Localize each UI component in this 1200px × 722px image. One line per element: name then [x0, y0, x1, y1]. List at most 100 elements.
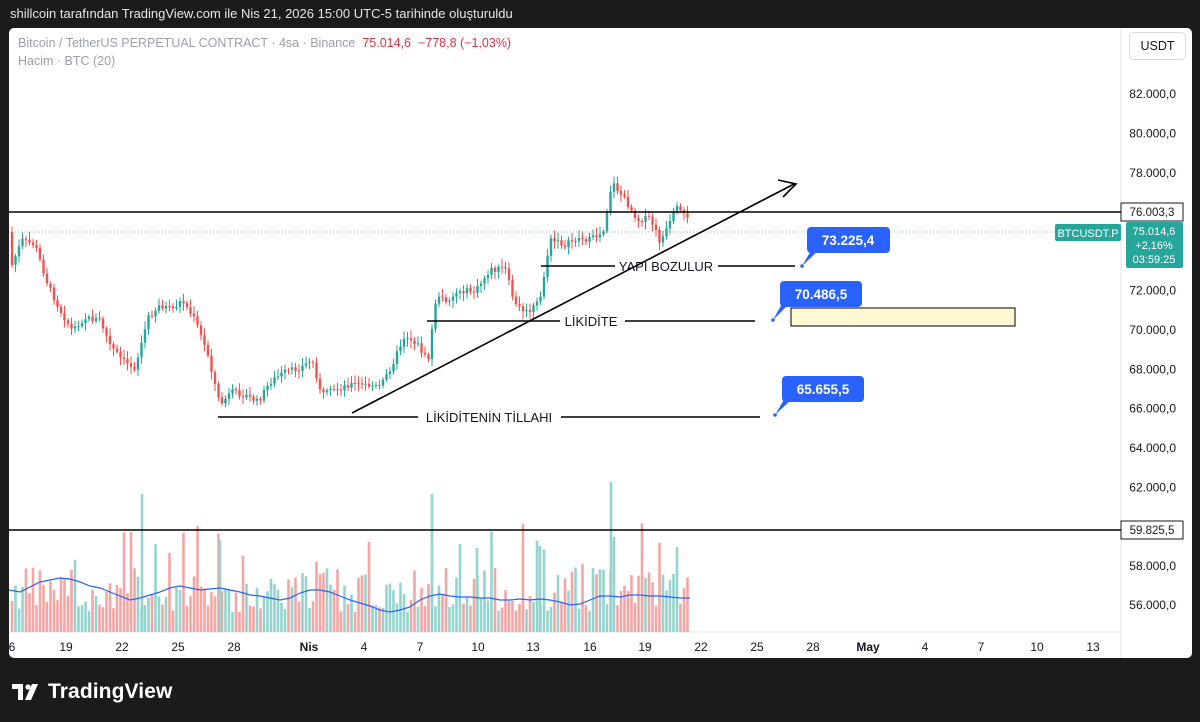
- candle-body: [189, 307, 192, 314]
- volume-bar: [378, 607, 381, 632]
- volume-bar: [686, 577, 689, 632]
- candle-body: [378, 384, 381, 386]
- candle-body: [332, 389, 336, 391]
- volume-bar: [465, 596, 469, 632]
- volume-legend[interactable]: Hacim · BTC (20): [18, 54, 116, 68]
- candle-body: [31, 242, 35, 246]
- price-callout-3[interactable]: 65.655,5: [773, 376, 864, 417]
- price-tick-label: 62.000,0: [1129, 480, 1176, 494]
- candle-body: [38, 248, 42, 260]
- candle-body: [192, 313, 196, 317]
- candle-body: [343, 385, 346, 391]
- price-tick-label: 70.000,0: [1129, 323, 1176, 337]
- currency-button[interactable]: USDT: [1129, 32, 1186, 60]
- volume-bar: [133, 568, 136, 632]
- candle-body: [668, 221, 672, 229]
- candle-body: [175, 306, 178, 309]
- volume-bar: [528, 596, 532, 632]
- symbol-tag-text: BTCUSDT.P: [1057, 228, 1118, 240]
- symbol-legend[interactable]: Bitcoin / TetherUS PERPETUAL CONTRACT · …: [18, 36, 511, 50]
- volume-bar: [581, 564, 584, 632]
- time-tick-label: 16: [583, 640, 597, 654]
- candle-body: [140, 342, 143, 358]
- candle-body: [325, 390, 329, 393]
- candle-body: [308, 362, 311, 364]
- candle-body: [14, 256, 17, 265]
- candle-body: [584, 239, 588, 242]
- candle-body: [122, 357, 126, 359]
- volume-bar: [367, 541, 371, 632]
- trendline-arrow[interactable]: [351, 183, 795, 414]
- callout-1-value: 73.225,4: [822, 233, 875, 248]
- volume-bar: [238, 611, 241, 632]
- volume-bar: [294, 577, 297, 632]
- candle-body: [588, 236, 591, 242]
- candle-body: [262, 389, 266, 401]
- volume-bar: [269, 578, 273, 632]
- volume-bar: [17, 608, 21, 632]
- volume-bar: [28, 593, 31, 632]
- candle-body: [675, 206, 679, 212]
- volume-bar: [283, 608, 287, 632]
- candle-body: [528, 309, 532, 312]
- candle-body: [451, 296, 455, 301]
- time-tick-label: 22: [694, 640, 708, 654]
- liquidity-zone-box[interactable]: [790, 307, 1016, 327]
- chart-canvas[interactable]: YAPI BOZULUR LİKİDİTE LİKİDİTENİN TİLLAH…: [9, 28, 1192, 658]
- candle-body: [84, 319, 87, 324]
- volume-bar: [129, 532, 133, 632]
- volume-bar: [273, 584, 276, 632]
- volume-bar: [52, 589, 56, 632]
- volume-bar: [161, 604, 164, 632]
- volume-bar: [556, 574, 560, 632]
- volume-bar: [364, 574, 367, 632]
- volume-bar: [143, 605, 147, 632]
- candle-body: [115, 348, 119, 352]
- level-tag-59825-text: 59.825,5: [1130, 525, 1175, 537]
- volume-bar: [507, 601, 511, 632]
- candle-body: [266, 385, 269, 390]
- candle-body: [619, 191, 623, 195]
- volume-bar: [122, 532, 126, 632]
- volume-bar: [56, 600, 59, 632]
- volume-bar: [84, 601, 87, 632]
- candle-body: [112, 344, 115, 349]
- candle-body: [406, 338, 409, 340]
- volume-bar: [77, 606, 80, 632]
- time-tick-label: 28: [227, 640, 241, 654]
- volume-bar: [434, 606, 437, 632]
- candle-body: [304, 363, 308, 366]
- price-tick-label: 78.000,0: [1129, 166, 1176, 180]
- candle-body: [178, 301, 182, 307]
- volume-bar: [73, 559, 77, 632]
- volume-bar: [168, 552, 171, 632]
- candle-body: [448, 300, 451, 302]
- candle-body: [553, 238, 556, 242]
- candle-body: [595, 235, 598, 238]
- volume-bar: [318, 574, 322, 632]
- candle-body: [66, 320, 70, 324]
- candle-body: [220, 397, 224, 404]
- candle-body: [238, 390, 241, 397]
- volume-bar: [10, 601, 14, 632]
- volume-bar: [108, 583, 112, 632]
- candle-body: [276, 376, 280, 378]
- volume-bar: [175, 587, 178, 632]
- volume-bar: [336, 569, 339, 632]
- volume-bar: [311, 601, 315, 632]
- liquidity-label: LİKİDİTE: [565, 314, 618, 329]
- price-callout-1[interactable]: 73.225,4: [800, 227, 890, 268]
- volume-bar: [42, 584, 45, 632]
- candle-body: [77, 326, 80, 328]
- price-callout-2[interactable]: 70.486,5: [771, 281, 862, 322]
- volume-bar: [504, 590, 507, 632]
- volume-bar: [679, 603, 682, 632]
- candle-body: [252, 396, 255, 401]
- volume-bar: [500, 607, 504, 632]
- volume-bar: [164, 597, 168, 632]
- chart-panel[interactable]: YAPI BOZULUR LİKİDİTE LİKİDİTENİN TİLLAH…: [9, 28, 1192, 658]
- volume-bar: [98, 604, 101, 632]
- volume-bar: [343, 585, 346, 632]
- candle-body: [182, 301, 185, 304]
- volume-bar: [259, 608, 262, 632]
